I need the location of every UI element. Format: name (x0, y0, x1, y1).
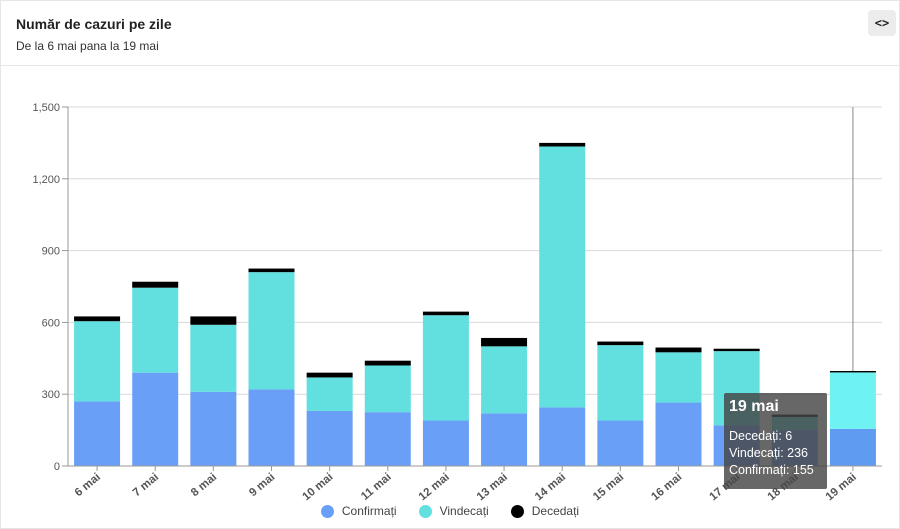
embed-code-button[interactable]: <> (868, 10, 896, 36)
bar-confirmed[interactable] (422, 420, 469, 466)
legend-dot-deceased (510, 504, 524, 518)
bar-deceased[interactable] (306, 372, 353, 378)
chart-tooltip: 19 mai Decedați: 6 Vindecați: 236 Confir… (724, 393, 827, 489)
x-tick-label: 15 mai (591, 471, 626, 503)
x-tick-label: 9 mai (247, 471, 277, 499)
bar-recovered[interactable] (132, 287, 179, 373)
chart-subtitle: De la 6 mai pana la 19 mai (16, 39, 159, 53)
legend-item-recovered[interactable]: Vindecați (418, 504, 489, 518)
bar-recovered[interactable] (655, 352, 702, 403)
tooltip-title: 19 mai (729, 398, 779, 415)
bar-deceased[interactable] (132, 281, 179, 288)
x-tick-label: 16 mai (649, 471, 684, 503)
legend-label-recovered: Vindecați (439, 504, 489, 518)
bar-recovered[interactable] (481, 346, 528, 414)
y-tick-label: 900 (42, 246, 60, 258)
y-tick-label: 300 (42, 389, 60, 401)
x-tick-label: 14 mai (533, 471, 568, 503)
bar-deceased[interactable] (481, 337, 528, 347)
bar-deceased[interactable] (597, 341, 644, 346)
x-tick-label: 7 mai (131, 471, 161, 499)
bar-deceased[interactable] (248, 268, 295, 273)
x-tick-label: 12 mai (417, 471, 452, 503)
legend-item-deceased[interactable]: Decedați (510, 504, 580, 518)
bar-deceased[interactable] (713, 348, 760, 352)
bar-recovered[interactable] (74, 321, 121, 402)
bar-deceased[interactable] (539, 142, 586, 147)
bar-confirmed[interactable] (132, 372, 179, 466)
y-axis-ticks: 0 300 600 900 1,200 1,500 (32, 102, 69, 473)
bar-recovered[interactable] (190, 324, 237, 392)
bar-confirmed[interactable] (306, 410, 353, 466)
x-tick-label: 11 mai (359, 471, 394, 503)
x-tick-label: 19 mai (824, 471, 859, 503)
x-tick-label: 6 mai (73, 471, 103, 499)
bars (74, 142, 876, 466)
y-tick-label: 1,500 (32, 102, 60, 114)
bar-deceased[interactable] (829, 370, 876, 373)
bar-recovered[interactable] (248, 272, 295, 390)
y-tick-label: 600 (42, 317, 60, 329)
x-tick-label: 10 mai (300, 471, 335, 503)
legend-label-deceased: Decedați (531, 504, 580, 518)
bar-recovered[interactable] (597, 345, 644, 421)
bar-confirmed[interactable] (190, 391, 237, 466)
bar-recovered[interactable] (422, 315, 469, 421)
x-tick-label: 8 mai (189, 471, 219, 499)
card-header: Număr de cazuri pe zile De la 6 mai pana… (1, 1, 899, 66)
legend-dot-recovered (418, 504, 432, 518)
tooltip-line-recovered: Vindecați: 236 (729, 446, 808, 460)
legend: Confirmați Vindecați Decedați (0, 504, 900, 518)
bar-confirmed[interactable] (597, 420, 644, 466)
bar-confirmed[interactable] (364, 412, 411, 466)
bar-confirmed[interactable] (539, 407, 586, 466)
bar-confirmed[interactable] (74, 401, 121, 466)
tooltip-line-confirmed: Confirmați: 155 (729, 463, 814, 477)
legend-label-confirmed: Confirmați (341, 504, 397, 518)
bar-deceased[interactable] (422, 311, 469, 316)
legend-dot-confirmed (320, 504, 334, 518)
y-tick-label: 0 (54, 461, 60, 473)
bar-deceased[interactable] (74, 316, 121, 322)
chart-title: Număr de cazuri pe zile (16, 16, 172, 32)
bar-recovered[interactable] (539, 146, 586, 408)
bar-deceased[interactable] (190, 316, 237, 325)
tooltip-line-deceased: Decedați: 6 (729, 429, 793, 443)
legend-item-confirmed[interactable]: Confirmați (320, 504, 397, 518)
x-tick-label: 13 mai (475, 471, 510, 503)
bar-confirmed[interactable] (248, 389, 295, 466)
y-tick-label: 1,200 (32, 174, 60, 186)
bar-deceased[interactable] (364, 360, 411, 366)
bar-recovered[interactable] (829, 372, 876, 429)
bar-recovered[interactable] (364, 365, 411, 413)
bar-confirmed[interactable] (655, 402, 702, 466)
bar-recovered[interactable] (306, 377, 353, 411)
bar-confirmed[interactable] (829, 428, 876, 466)
bar-deceased[interactable] (655, 347, 702, 353)
bar-confirmed[interactable] (481, 413, 528, 466)
